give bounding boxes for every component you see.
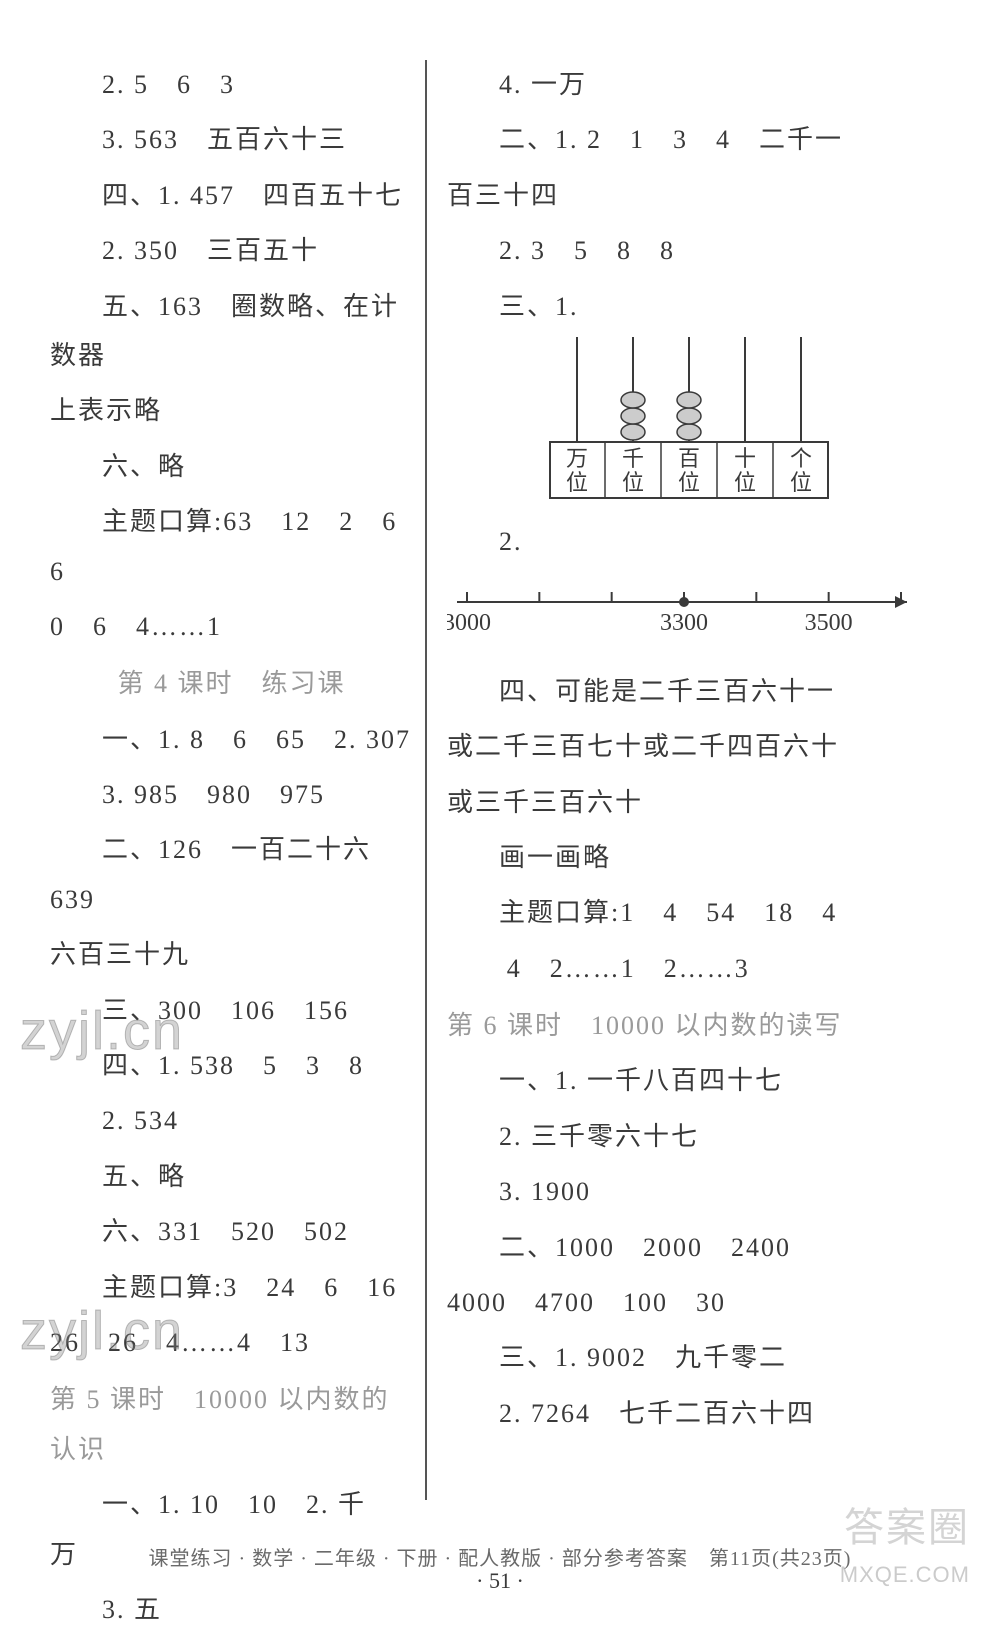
text-line: 4 2……1 2……3 xyxy=(447,944,930,993)
text-line: 2. 350 三百五十 xyxy=(50,226,413,275)
text-line: 4000 4700 100 30 xyxy=(447,1278,930,1327)
lesson-heading-6: 第 6 课时 10000 以内数的读写 xyxy=(447,1001,930,1050)
text-line: 上表示略 xyxy=(50,386,413,435)
svg-text:千: 千 xyxy=(621,446,643,471)
text-line: 二、126 一百二十六 639 xyxy=(50,825,413,924)
text-line: 主题口算:63 12 2 6 6 xyxy=(50,497,413,596)
text-line: 2. 3 5 8 8 xyxy=(447,226,930,275)
text-line: 四、1. 538 5 3 8 xyxy=(50,1041,413,1090)
text-line: 画一画略 xyxy=(447,833,930,882)
svg-text:3300: 3300 xyxy=(660,610,708,636)
page-number: · 51 · xyxy=(0,1560,1000,1602)
svg-text:万: 万 xyxy=(565,446,587,471)
text-line: 2. 三千零六十七 xyxy=(447,1112,930,1161)
text-line: 二、1000 2000 2400 xyxy=(447,1223,930,1272)
text-line: 2. 7264 七千二百六十四 xyxy=(447,1389,930,1438)
svg-text:个: 个 xyxy=(789,446,811,471)
left-column: 2. 5 6 3 3. 563 五百六十三 四、1. 457 四百五十七 2. … xyxy=(30,60,425,1500)
text-line: 或二千三百七十或二千四百六十 xyxy=(447,722,930,771)
text-line: 百三十四 xyxy=(447,171,930,220)
text-line: 26 26 4……4 13 xyxy=(50,1318,413,1367)
text-line: 4. 一万 xyxy=(447,60,930,109)
abacus-diagram: 万位千位百位十位个位 xyxy=(447,337,930,507)
text-line: 六、331 520 502 xyxy=(50,1207,413,1256)
text-line: 三、1. xyxy=(447,282,930,331)
text-line: 3. 1900 xyxy=(447,1167,930,1216)
lesson-heading-5: 第 5 课时 10000 以内数的认识 xyxy=(50,1375,413,1474)
right-column: 4. 一万 二、1. 2 1 3 4 二千一 百三十四 2. 3 5 8 8 三… xyxy=(425,60,930,1500)
text-line: 0 6 4……1 xyxy=(50,602,413,651)
svg-text:3000: 3000 xyxy=(447,610,491,636)
text-line: 或三千三百六十 xyxy=(447,778,930,827)
two-column-layout: 2. 5 6 3 3. 563 五百六十三 四、1. 457 四百五十七 2. … xyxy=(30,60,950,1500)
text-line: 五、略 xyxy=(50,1152,413,1201)
text-line: 四、1. 457 四百五十七 xyxy=(50,171,413,220)
text-line: 3. 985 980 975 xyxy=(50,770,413,819)
text-line: 五、163 圈数略、在计数器 xyxy=(50,282,413,381)
svg-text:位: 位 xyxy=(677,470,699,495)
lesson-heading-4: 第 4 课时 练习课 xyxy=(50,659,413,708)
text-line: 一、1. 8 6 65 2. 307 xyxy=(50,715,413,764)
text-line: 一、1. 一千八百四十七 xyxy=(447,1056,930,1105)
svg-text:百: 百 xyxy=(677,446,699,471)
text-line: 六、略 xyxy=(50,442,413,491)
text-line: 主题口算:3 24 6 16 xyxy=(50,1263,413,1312)
svg-text:位: 位 xyxy=(789,470,811,495)
svg-text:位: 位 xyxy=(733,470,755,495)
text-line: 六百三十九 xyxy=(50,930,413,979)
text-line: 3. 563 五百六十三 xyxy=(50,115,413,164)
text-line: 2. 5 6 3 xyxy=(50,60,413,109)
svg-text:十: 十 xyxy=(733,446,755,471)
number-line-diagram: 3000 3300 3500 xyxy=(447,572,930,658)
text-line: 2. xyxy=(447,517,930,566)
text-line: 2. 534 xyxy=(50,1096,413,1145)
text-line: 四、可能是二千三百六十一 xyxy=(447,667,930,716)
svg-text:位: 位 xyxy=(621,470,643,495)
text-line: 二、1. 2 1 3 4 二千一 xyxy=(447,115,930,164)
text-line: 三、1. 9002 九千零二 xyxy=(447,1333,930,1382)
text-line: 主题口算:1 4 54 18 4 xyxy=(447,888,930,937)
svg-text:3500: 3500 xyxy=(805,610,853,636)
text-line: 三、300 106 156 xyxy=(50,986,413,1035)
svg-text:位: 位 xyxy=(565,470,587,495)
